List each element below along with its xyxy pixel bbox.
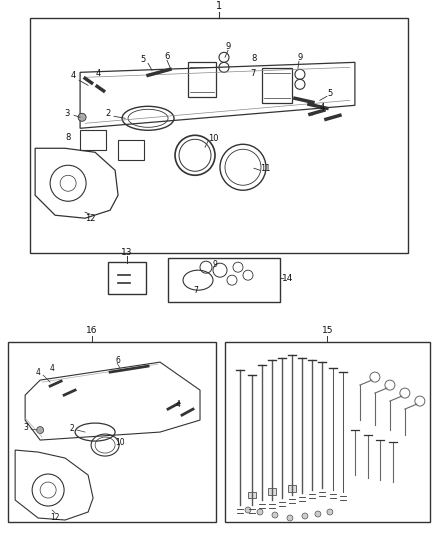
- Text: 4: 4: [176, 400, 180, 409]
- Text: 4: 4: [35, 368, 41, 377]
- Circle shape: [257, 509, 263, 515]
- Circle shape: [272, 512, 278, 518]
- Text: 15: 15: [321, 326, 333, 335]
- Text: 3: 3: [64, 109, 70, 118]
- Text: 6: 6: [116, 356, 120, 365]
- Text: 6: 6: [164, 52, 170, 61]
- Circle shape: [78, 114, 86, 122]
- Circle shape: [287, 515, 293, 521]
- Circle shape: [302, 513, 308, 519]
- Circle shape: [315, 511, 321, 517]
- Text: 5: 5: [141, 55, 146, 64]
- Text: 11: 11: [260, 164, 270, 173]
- Text: 9: 9: [226, 42, 231, 51]
- Text: 2: 2: [106, 109, 111, 118]
- Text: 4: 4: [319, 103, 325, 112]
- Text: 4: 4: [49, 364, 55, 373]
- Text: 10: 10: [208, 134, 218, 143]
- Text: 13: 13: [121, 248, 133, 257]
- Text: 9: 9: [297, 53, 303, 62]
- Text: 14: 14: [282, 273, 293, 282]
- Bar: [262, 68, 292, 103]
- Circle shape: [37, 426, 44, 433]
- Text: 9: 9: [212, 260, 217, 269]
- Bar: [168, 258, 280, 302]
- Bar: [248, 492, 256, 498]
- Circle shape: [327, 509, 333, 515]
- Text: 10: 10: [115, 438, 125, 447]
- Text: 1: 1: [216, 2, 222, 11]
- Bar: [108, 262, 146, 294]
- Text: 3: 3: [24, 423, 28, 432]
- Bar: [288, 485, 296, 492]
- Text: 2: 2: [70, 424, 74, 433]
- Text: 12: 12: [50, 513, 60, 521]
- Text: 8: 8: [251, 54, 257, 63]
- Circle shape: [245, 507, 251, 513]
- Text: 7: 7: [194, 286, 198, 295]
- Text: 12: 12: [85, 214, 95, 223]
- Bar: [8, 342, 216, 522]
- Text: 16: 16: [86, 326, 98, 335]
- Bar: [118, 140, 144, 160]
- Bar: [268, 488, 276, 495]
- Text: 8: 8: [65, 133, 71, 142]
- Text: 4: 4: [71, 71, 76, 80]
- Text: 7: 7: [250, 69, 256, 78]
- Text: 4: 4: [95, 69, 101, 78]
- Bar: [80, 130, 106, 150]
- Text: 5: 5: [327, 89, 332, 98]
- Bar: [225, 342, 430, 522]
- Bar: [30, 18, 408, 253]
- Bar: [188, 62, 216, 98]
